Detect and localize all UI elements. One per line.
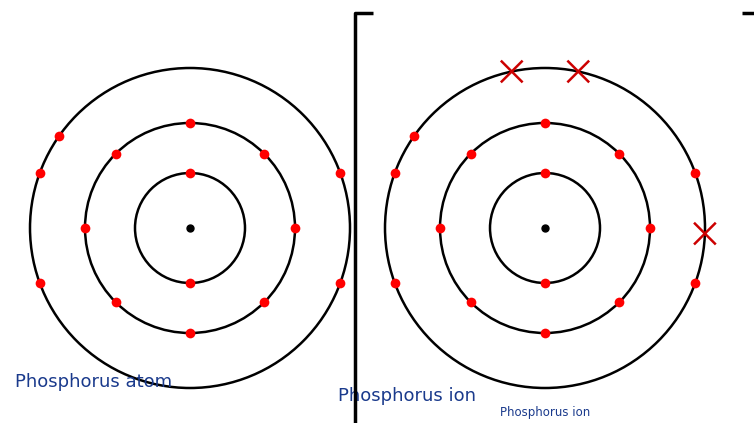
Text: Phosphorus atom: Phosphorus atom bbox=[15, 373, 172, 391]
Text: Phosphorus ion: Phosphorus ion bbox=[500, 406, 590, 419]
Text: Phosphorus ion: Phosphorus ion bbox=[338, 387, 476, 405]
